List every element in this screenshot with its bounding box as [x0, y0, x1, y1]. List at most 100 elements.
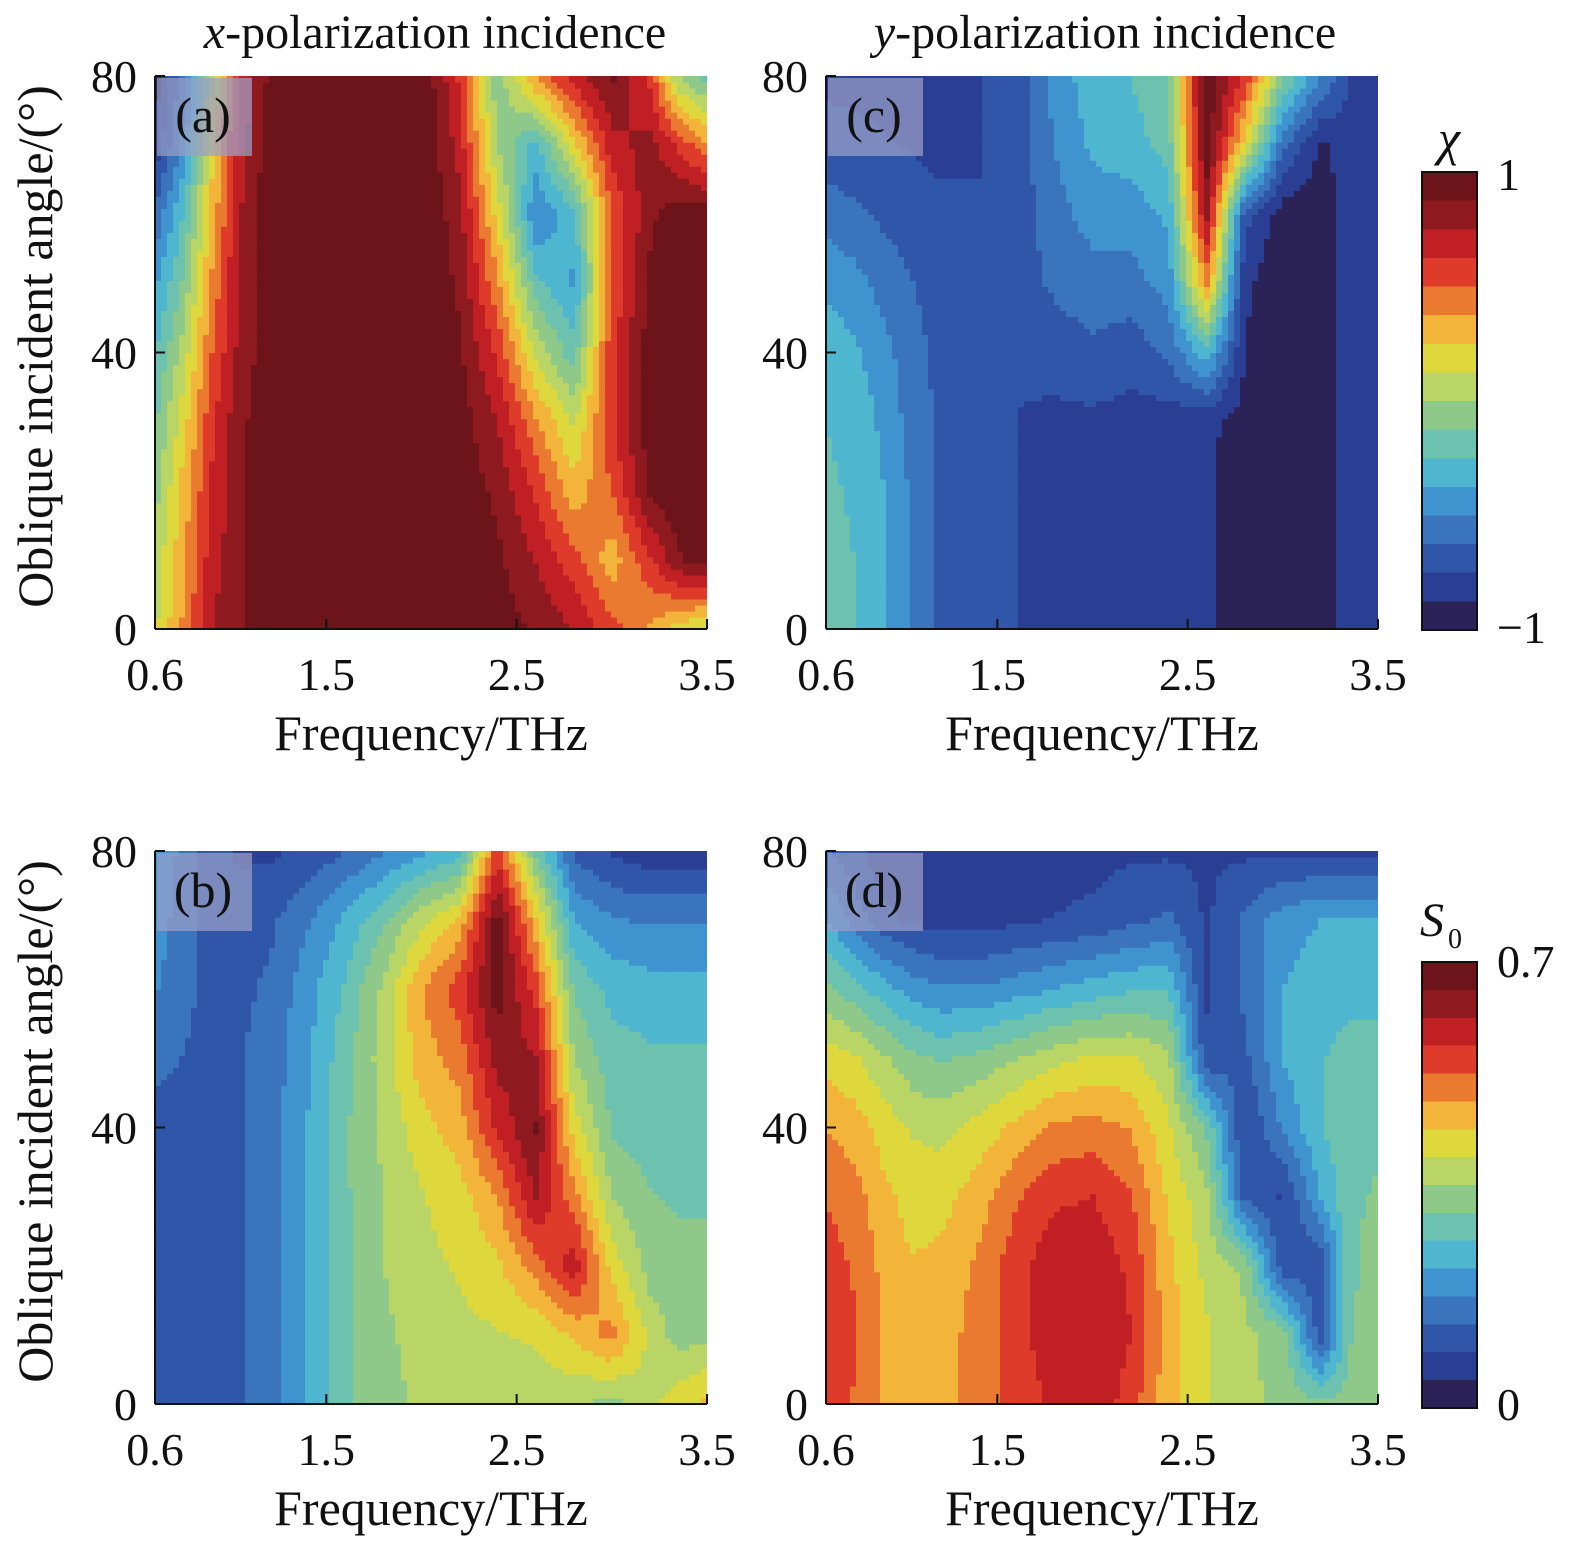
heatmap-cell: [299, 358, 306, 366]
heatmap-cell: [539, 592, 546, 600]
heatmap-cell: [383, 406, 390, 414]
heatmap-cell: [497, 424, 504, 432]
heatmap-cell: [203, 424, 210, 432]
heatmap-cell: [365, 538, 372, 546]
heatmap-cell: [317, 568, 324, 576]
heatmap-cell: [233, 574, 240, 582]
heatmap-cell: [455, 490, 462, 498]
heatmap-cell: [551, 340, 558, 348]
heatmap-cell: [449, 538, 456, 546]
heatmap-cell: [617, 496, 624, 504]
heatmap-cell: [413, 382, 420, 390]
heatmap-cell: [479, 514, 486, 522]
heatmap-cell: [299, 454, 306, 462]
heatmap-cell: [545, 598, 552, 606]
heatmap-cell: [647, 598, 654, 606]
heatmap-cell: [521, 562, 528, 570]
heatmap-cell: [251, 376, 258, 384]
heatmap-cell: [185, 466, 192, 474]
heatmap-cell: [443, 592, 450, 600]
heatmap-cell: [239, 424, 246, 432]
heatmap-cell: [461, 526, 468, 534]
heatmap-cell: [659, 490, 666, 498]
heatmap-cell: [671, 526, 678, 534]
heatmap-cell: [551, 622, 558, 629]
heatmap-cell: [665, 550, 672, 558]
heatmap-cell: [455, 310, 462, 318]
heatmap-cell: [401, 544, 408, 552]
heatmap-cell: [635, 388, 642, 396]
heatmap-cell: [167, 496, 174, 504]
heatmap-cell: [395, 466, 402, 474]
heatmap-cell: [593, 304, 600, 312]
heatmap-cell: [257, 508, 264, 516]
heatmap-cell: [653, 376, 660, 384]
heatmap-cell: [377, 382, 384, 390]
heatmap-cell: [293, 472, 300, 480]
heatmap-cell: [425, 448, 432, 456]
heatmap-cell: [533, 484, 540, 492]
heatmap-cell: [191, 370, 198, 378]
heatmap-cell: [545, 364, 552, 372]
heatmap-cell: [293, 460, 300, 468]
heatmap-cell: [695, 436, 702, 444]
heatmap-cell: [383, 328, 390, 336]
heatmap-cell: [467, 586, 474, 594]
heatmap-cell: [359, 388, 366, 396]
heatmap-cell: [335, 406, 342, 414]
heatmap-cell: [329, 520, 336, 528]
heatmap-cell: [599, 622, 606, 629]
heatmap-cell: [539, 352, 546, 360]
heatmap-cell: [503, 532, 510, 540]
heatmap-cell: [611, 346, 618, 354]
heatmap-cell: [293, 490, 300, 498]
heatmap-cell: [407, 376, 414, 384]
heatmap-cell: [425, 364, 432, 372]
heatmap-cell: [347, 466, 354, 474]
heatmap-cell: [695, 376, 702, 384]
heatmap-cell: [329, 400, 336, 408]
heatmap-cell: [371, 616, 378, 624]
heatmap-cell: [287, 490, 294, 498]
heatmap-cell: [215, 358, 222, 366]
heatmap-cell: [305, 298, 312, 306]
heatmap-cell: [269, 514, 276, 522]
heatmap-cell: [215, 412, 222, 420]
heatmap-cell: [191, 418, 198, 426]
heatmap-cell: [335, 478, 342, 486]
heatmap-cell: [305, 490, 312, 498]
heatmap-cell: [179, 514, 186, 522]
heatmap-cell: [497, 466, 504, 474]
heatmap-cell: [299, 394, 306, 402]
heatmap-cell: [635, 556, 642, 564]
heatmap-cell: [233, 514, 240, 522]
heatmap-cell: [341, 442, 348, 450]
heatmap-cell: [431, 586, 438, 594]
heatmap-cell: [317, 532, 324, 540]
heatmap-cell: [401, 478, 408, 486]
heatmap-cell: [395, 376, 402, 384]
heatmap-cell: [167, 604, 174, 612]
heatmap-cell: [239, 574, 246, 582]
heatmap-cell: [599, 604, 606, 612]
heatmap-cell: [161, 496, 168, 504]
heatmap-cell: [551, 316, 558, 324]
heatmap-cell: [581, 412, 588, 420]
heatmap-cell: [407, 520, 414, 528]
heatmap-cell: [689, 322, 696, 330]
heatmap-cell: [389, 412, 396, 420]
heatmap-cell: [695, 568, 702, 576]
heatmap-cell: [545, 562, 552, 570]
heatmap-cell: [671, 586, 678, 594]
heatmap-cell: [383, 346, 390, 354]
heatmap-cell: [605, 478, 612, 486]
heatmap-cell: [203, 376, 210, 384]
heatmap-cell: [497, 394, 504, 402]
heatmap-cell: [677, 322, 684, 330]
heatmap-cell: [359, 622, 366, 629]
heatmap-cell: [563, 550, 570, 558]
heatmap-cell: [695, 454, 702, 462]
heatmap-cell: [551, 610, 558, 618]
heatmap-cell: [443, 574, 450, 582]
heatmap-cell: [593, 556, 600, 564]
